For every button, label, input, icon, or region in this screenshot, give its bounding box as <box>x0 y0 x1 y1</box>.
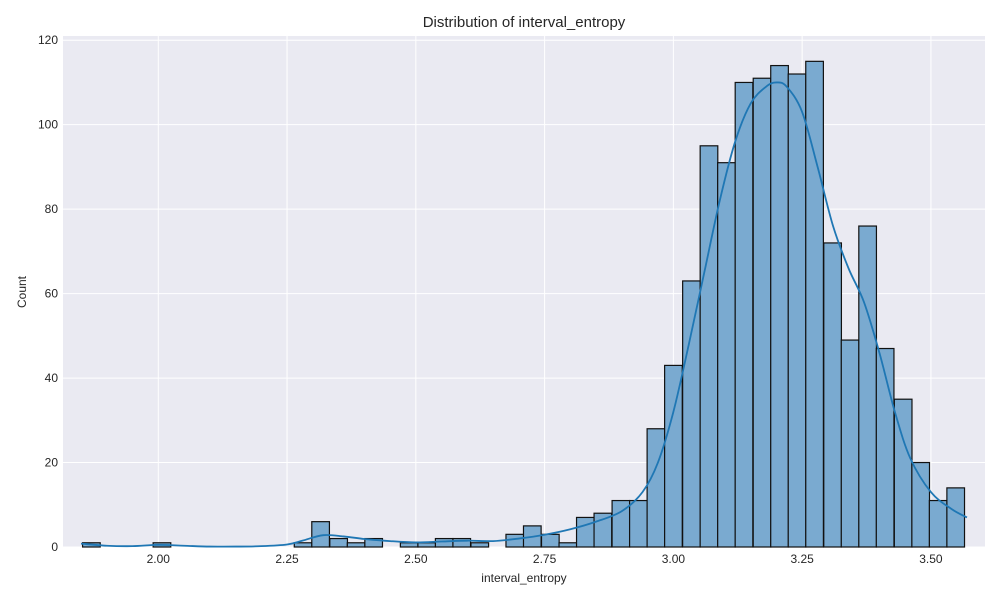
histogram-bar <box>682 280 701 548</box>
histogram-bar <box>293 542 313 548</box>
histogram-bar <box>858 225 878 548</box>
y-tick-label: 20 <box>45 456 59 470</box>
histogram-bar <box>946 487 966 548</box>
histogram-bar <box>558 542 578 548</box>
y-tick-label: 60 <box>45 287 59 301</box>
histogram-bar <box>329 537 349 548</box>
histogram-bars <box>81 60 966 548</box>
histogram-bar <box>540 533 560 548</box>
histogram-bar <box>699 145 719 548</box>
histogram-bar <box>399 542 419 548</box>
y-axis-label: Count <box>15 275 29 308</box>
x-tick-label: 2.00 <box>147 552 171 566</box>
histogram-bar <box>752 77 772 548</box>
y-tick-label: 80 <box>45 202 59 216</box>
x-tick-label: 2.25 <box>275 552 299 566</box>
histogram-bar <box>470 542 490 548</box>
y-tick-label: 40 <box>45 371 59 385</box>
histogram-bar <box>770 64 789 548</box>
histogram-bar <box>787 73 807 548</box>
y-tick-label: 100 <box>38 118 58 132</box>
histogram-bar <box>646 428 666 548</box>
histogram-bar <box>911 461 931 548</box>
y-tick-label: 120 <box>38 33 58 47</box>
histogram-bar <box>628 499 648 548</box>
x-tick-label: 3.00 <box>662 552 686 566</box>
histogram-bar <box>575 516 595 548</box>
histogram-bar <box>734 81 754 548</box>
histogram-bar <box>928 499 948 548</box>
histogram-bar <box>364 537 384 548</box>
x-axis-label: interval_entropy <box>481 571 566 585</box>
kde-curve <box>80 81 968 548</box>
histogram-bar <box>417 542 437 548</box>
histogram-bar <box>717 162 736 548</box>
y-tick-label: 0 <box>51 540 58 554</box>
histogram-bar <box>840 339 860 548</box>
histogram-bar <box>875 347 895 548</box>
y-axis-ticks: 0 20 40 60 80 100 120 <box>38 33 58 554</box>
histogram-bar <box>664 364 683 548</box>
x-tick-label: 3.25 <box>790 552 814 566</box>
histogram-bar <box>434 537 454 548</box>
histogram-bar <box>346 542 366 548</box>
x-axis-ticks: 2.00 2.25 2.50 2.75 3.00 3.25 3.50 <box>147 552 943 566</box>
x-tick-label: 3.50 <box>919 552 943 566</box>
x-tick-label: 2.50 <box>404 552 428 566</box>
chart-title: Distribution of interval_entropy <box>423 14 626 31</box>
x-tick-label: 2.75 <box>533 552 557 566</box>
histogram-bar <box>593 512 613 548</box>
histogram-bar <box>823 242 843 548</box>
